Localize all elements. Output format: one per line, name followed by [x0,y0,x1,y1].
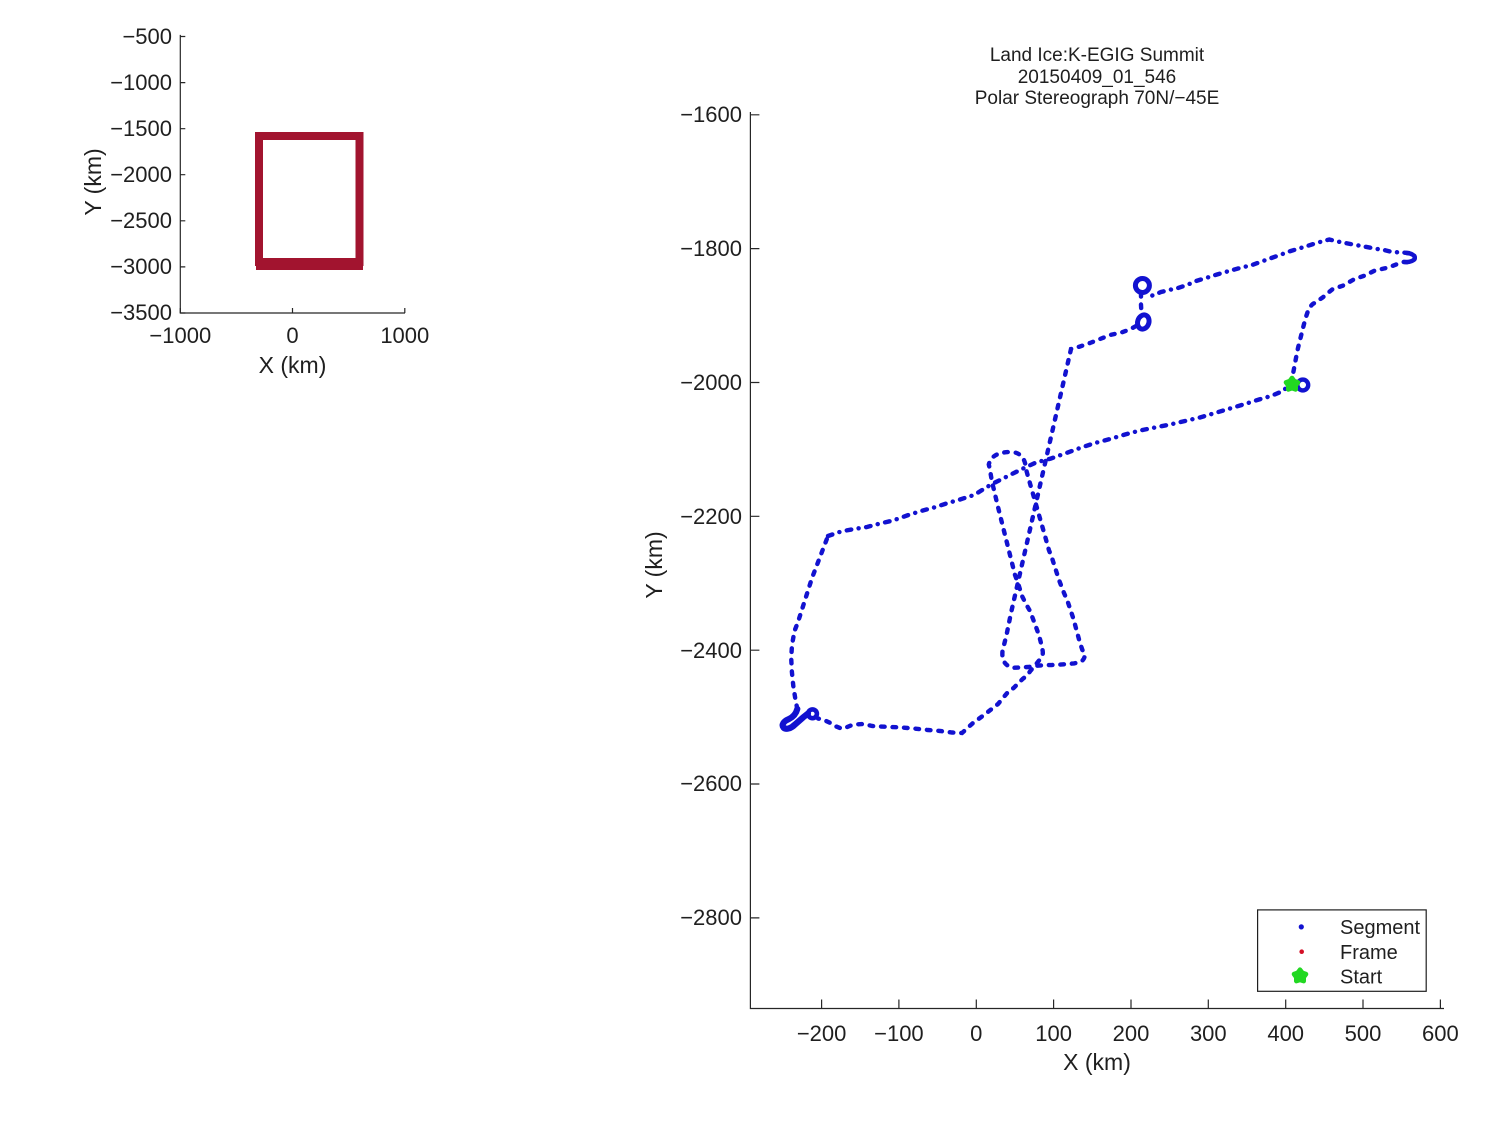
svg-text:−2200: −2200 [680,504,742,529]
svg-text:−3000: −3000 [110,254,172,279]
svg-text:0: 0 [286,323,298,348]
svg-text:100: 100 [1035,1021,1072,1046]
svg-text:20150409_01_546: 20150409_01_546 [1018,67,1177,88]
svg-text:Start: Start [1340,967,1383,989]
svg-text:Land Ice:K-EGIG Summit: Land Ice:K-EGIG Summit [990,45,1205,66]
svg-text:X (km): X (km) [259,352,327,378]
svg-text:Y (km): Y (km) [641,531,667,598]
svg-text:−500: −500 [122,24,172,49]
svg-text:X (km): X (km) [1063,1049,1131,1075]
svg-text:1000: 1000 [380,323,429,348]
svg-text:−3500: −3500 [110,300,172,325]
svg-text:400: 400 [1267,1021,1304,1046]
svg-text:−1000: −1000 [110,70,172,95]
svg-text:500: 500 [1345,1021,1382,1046]
svg-text:−2000: −2000 [110,162,172,187]
svg-text:600: 600 [1422,1021,1459,1046]
svg-text:Y (km): Y (km) [80,148,106,215]
svg-text:−1600: −1600 [680,102,742,127]
svg-text:300: 300 [1190,1021,1227,1046]
svg-text:−100: −100 [874,1021,924,1046]
svg-text:−2800: −2800 [680,905,742,930]
svg-text:Segment: Segment [1340,917,1420,939]
svg-text:Polar Stereograph 70N/−45E: Polar Stereograph 70N/−45E [975,88,1220,109]
svg-text:−2000: −2000 [680,370,742,395]
svg-text:−1500: −1500 [110,116,172,141]
svg-text:−2400: −2400 [680,638,742,663]
svg-text:Frame: Frame [1340,942,1398,964]
svg-text:−1800: −1800 [680,236,742,261]
svg-text:0: 0 [970,1021,982,1046]
svg-text:−1000: −1000 [149,323,211,348]
svg-text:−200: −200 [797,1021,847,1046]
svg-text:−2500: −2500 [110,208,172,233]
svg-text:−2600: −2600 [680,771,742,796]
svg-text:200: 200 [1113,1021,1150,1046]
